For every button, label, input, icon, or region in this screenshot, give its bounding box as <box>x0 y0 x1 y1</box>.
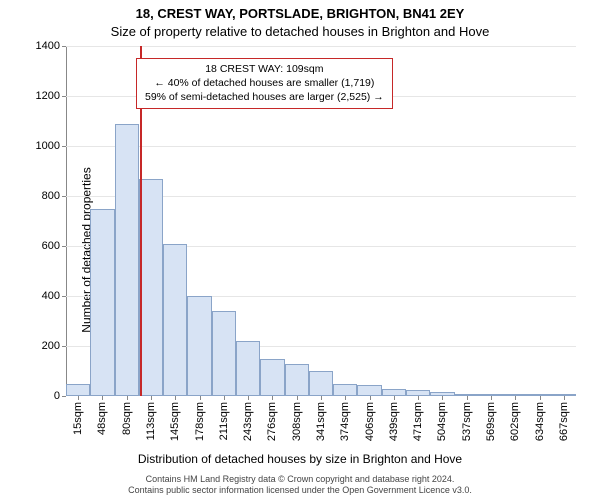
xtick-label: 80sqm <box>121 402 133 435</box>
plot-area: 020040060080010001200140015sqm48sqm80sqm… <box>66 46 576 396</box>
annotation-box: 18 CREST WAY: 109sqm← 40% of detached ho… <box>136 58 393 109</box>
xtick-label: 406sqm <box>364 402 376 441</box>
xtick-mark <box>297 396 298 400</box>
xtick-label: 471sqm <box>412 402 424 441</box>
chart-title-address: 18, CREST WAY, PORTSLADE, BRIGHTON, BN41… <box>0 6 600 21</box>
histogram-bar <box>236 341 260 396</box>
histogram-bar <box>382 389 406 397</box>
xtick-label: 178sqm <box>194 402 206 441</box>
xtick-mark <box>540 396 541 400</box>
x-axis-label: Distribution of detached houses by size … <box>0 452 600 466</box>
ytick-mark <box>62 296 66 297</box>
xtick-mark <box>491 396 492 400</box>
ytick-mark <box>62 346 66 347</box>
histogram-bar <box>212 311 236 396</box>
ytick-label: 400 <box>42 290 60 302</box>
xtick-label: 602sqm <box>509 402 521 441</box>
xtick-mark <box>175 396 176 400</box>
xtick-label: 341sqm <box>315 402 327 441</box>
histogram-bar <box>260 359 284 397</box>
xtick-label: 145sqm <box>169 402 181 441</box>
xtick-label: 276sqm <box>266 402 278 441</box>
xtick-mark <box>321 396 322 400</box>
chart-title-desc: Size of property relative to detached ho… <box>0 24 600 39</box>
ytick-label: 1000 <box>36 140 60 152</box>
xtick-mark <box>515 396 516 400</box>
ytick-label: 1400 <box>36 40 60 52</box>
ytick-label: 600 <box>42 240 60 252</box>
credits-line-1: Contains HM Land Registry data © Crown c… <box>0 474 600 485</box>
histogram-bar <box>163 244 187 397</box>
histogram-bar <box>333 384 357 397</box>
xtick-mark <box>102 396 103 400</box>
histogram-bar <box>139 179 163 397</box>
xtick-label: 308sqm <box>291 402 303 441</box>
xtick-label: 667sqm <box>558 402 570 441</box>
xtick-label: 634sqm <box>534 402 546 441</box>
xtick-label: 569sqm <box>485 402 497 441</box>
histogram-bar <box>285 364 309 397</box>
credits: Contains HM Land Registry data © Crown c… <box>0 474 600 497</box>
gridline <box>66 146 576 147</box>
histogram-bar <box>115 124 139 397</box>
ytick-mark <box>62 46 66 47</box>
xtick-mark <box>127 396 128 400</box>
xtick-mark <box>564 396 565 400</box>
xtick-label: 211sqm <box>218 402 230 440</box>
xtick-label: 439sqm <box>388 402 400 441</box>
gridline <box>66 46 576 47</box>
xtick-mark <box>418 396 419 400</box>
xtick-label: 15sqm <box>72 402 84 435</box>
xtick-label: 243sqm <box>242 402 254 441</box>
ytick-mark <box>62 196 66 197</box>
xtick-mark <box>370 396 371 400</box>
xtick-mark <box>272 396 273 400</box>
ytick-label: 1200 <box>36 90 60 102</box>
xtick-label: 113sqm <box>145 402 157 440</box>
xtick-mark <box>200 396 201 400</box>
xtick-label: 374sqm <box>339 402 351 441</box>
xtick-mark <box>78 396 79 400</box>
credits-line-2: Contains public sector information licen… <box>0 485 600 496</box>
xtick-mark <box>345 396 346 400</box>
xtick-mark <box>442 396 443 400</box>
ytick-mark <box>62 246 66 247</box>
ytick-mark <box>62 96 66 97</box>
xtick-label: 504sqm <box>436 402 448 441</box>
ytick-mark <box>62 146 66 147</box>
ytick-label: 200 <box>42 340 60 352</box>
xtick-mark <box>467 396 468 400</box>
histogram-bar <box>187 296 211 396</box>
ytick-label: 800 <box>42 190 60 202</box>
xtick-label: 48sqm <box>96 402 108 435</box>
xtick-mark <box>224 396 225 400</box>
histogram-bar <box>357 385 381 396</box>
ytick-label: 0 <box>54 390 60 402</box>
histogram-bar <box>309 371 333 396</box>
chart-container: 18, CREST WAY, PORTSLADE, BRIGHTON, BN41… <box>0 0 600 500</box>
histogram-bar <box>90 209 114 397</box>
xtick-mark <box>151 396 152 400</box>
xtick-mark <box>394 396 395 400</box>
y-axis-line <box>66 46 67 396</box>
plot-inner: 020040060080010001200140015sqm48sqm80sqm… <box>66 46 576 396</box>
annotation-line-3: 59% of semi-detached houses are larger (… <box>145 90 384 104</box>
histogram-bar <box>66 384 90 397</box>
annotation-line-2: ← 40% of detached houses are smaller (1,… <box>145 76 384 90</box>
xtick-mark <box>248 396 249 400</box>
ytick-mark <box>62 396 66 397</box>
annotation-line-1: 18 CREST WAY: 109sqm <box>145 62 384 76</box>
xtick-label: 537sqm <box>461 402 473 441</box>
